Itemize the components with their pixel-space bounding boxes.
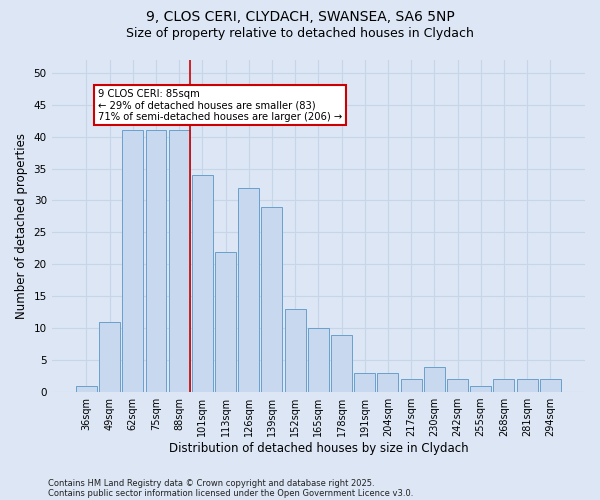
Bar [540, 380, 561, 392]
Bar [447, 380, 468, 392]
Y-axis label: Number of detached properties: Number of detached properties [15, 133, 28, 319]
Bar [331, 334, 352, 392]
Text: Contains public sector information licensed under the Open Government Licence v3: Contains public sector information licen… [48, 488, 413, 498]
Bar [146, 130, 166, 392]
Bar [401, 380, 422, 392]
Text: 9, CLOS CERI, CLYDACH, SWANSEA, SA6 5NP: 9, CLOS CERI, CLYDACH, SWANSEA, SA6 5NP [146, 10, 454, 24]
Bar [424, 366, 445, 392]
Bar [192, 175, 213, 392]
Bar [99, 322, 120, 392]
Bar [308, 328, 329, 392]
Text: Contains HM Land Registry data © Crown copyright and database right 2025.: Contains HM Land Registry data © Crown c… [48, 478, 374, 488]
Bar [517, 380, 538, 392]
X-axis label: Distribution of detached houses by size in Clydach: Distribution of detached houses by size … [169, 442, 468, 455]
Bar [377, 373, 398, 392]
Text: 9 CLOS CERI: 85sqm
← 29% of detached houses are smaller (83)
71% of semi-detache: 9 CLOS CERI: 85sqm ← 29% of detached hou… [98, 88, 342, 122]
Bar [493, 380, 514, 392]
Bar [354, 373, 375, 392]
Bar [122, 130, 143, 392]
Text: Size of property relative to detached houses in Clydach: Size of property relative to detached ho… [126, 28, 474, 40]
Bar [76, 386, 97, 392]
Bar [215, 252, 236, 392]
Bar [470, 386, 491, 392]
Bar [262, 207, 283, 392]
Bar [169, 130, 190, 392]
Bar [284, 309, 305, 392]
Bar [238, 188, 259, 392]
